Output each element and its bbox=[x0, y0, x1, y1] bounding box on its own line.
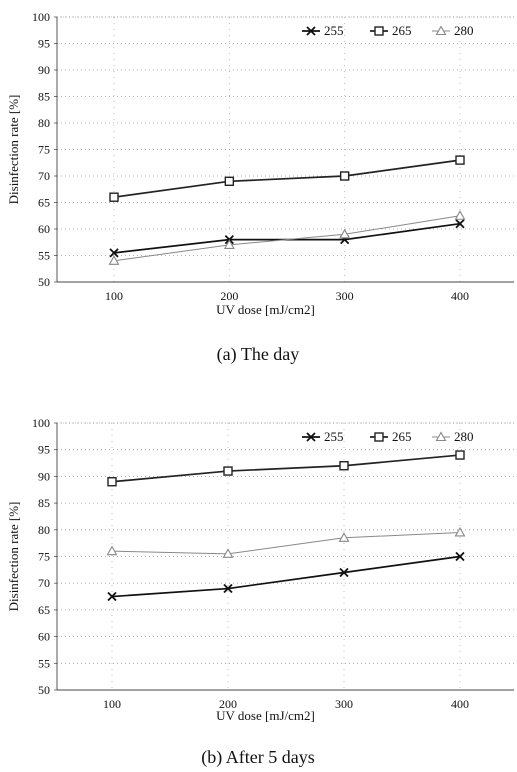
data-point-280 bbox=[454, 526, 466, 537]
y-tick-label: 80 bbox=[38, 523, 50, 537]
x-tick-label: 400 bbox=[451, 697, 469, 711]
data-point-280 bbox=[106, 545, 118, 556]
x-tick-label: 400 bbox=[451, 289, 469, 303]
data-point-280 bbox=[338, 532, 350, 542]
x-axis-label: UV dose [mJ/cm2] bbox=[216, 708, 315, 723]
data-point-255 bbox=[107, 591, 117, 602]
data-point-255 bbox=[223, 583, 233, 594]
series-line-255 bbox=[111, 555, 461, 598]
legend-label: 280 bbox=[454, 429, 474, 444]
data-point-255 bbox=[339, 567, 349, 578]
x-tick-label: 100 bbox=[103, 697, 121, 711]
legend-label: 265 bbox=[392, 429, 412, 444]
data-point-280 bbox=[108, 255, 120, 265]
y-tick-label: 70 bbox=[38, 576, 50, 590]
x-tick-label: 300 bbox=[335, 697, 353, 711]
series-255 bbox=[107, 551, 465, 602]
series-line-280 bbox=[111, 531, 461, 555]
data-point-280 bbox=[339, 228, 351, 239]
y-tick-label: 80 bbox=[38, 116, 50, 130]
data-point-280 bbox=[223, 239, 235, 249]
y-tick-label: 50 bbox=[38, 683, 50, 697]
y-tick-label: 95 bbox=[38, 443, 50, 457]
y-tick-label: 75 bbox=[38, 550, 50, 564]
x-tick-label: 200 bbox=[219, 697, 237, 711]
chart-caption: (b) After 5 days bbox=[201, 747, 314, 768]
data-point-265 bbox=[339, 461, 349, 471]
legend-marker bbox=[374, 432, 384, 442]
data-point-265 bbox=[339, 171, 350, 181]
legend-marker bbox=[435, 25, 447, 36]
x-tick-label: 100 bbox=[105, 289, 123, 303]
series-line-280 bbox=[113, 215, 461, 262]
data-point-255 bbox=[109, 248, 119, 258]
data-point-265 bbox=[224, 176, 235, 187]
y-axis-label: Disinfection rate [%] bbox=[6, 502, 21, 612]
y-tick-label: 85 bbox=[38, 90, 50, 104]
legend-marker bbox=[306, 26, 316, 36]
chart-caption: (a) The day bbox=[217, 344, 300, 365]
legend-marker bbox=[435, 431, 447, 442]
x-tick-label: 300 bbox=[336, 289, 354, 303]
data-point-265 bbox=[455, 155, 465, 165]
series-280 bbox=[106, 526, 466, 558]
legend-label: 255 bbox=[324, 23, 344, 38]
data-point-265 bbox=[455, 450, 465, 460]
y-tick-label: 65 bbox=[38, 196, 50, 210]
series-line-265 bbox=[113, 159, 461, 199]
legend-label: 280 bbox=[454, 23, 474, 38]
legend-label: 265 bbox=[392, 23, 412, 38]
y-tick-label: 90 bbox=[38, 63, 50, 77]
data-point-265 bbox=[109, 192, 119, 202]
y-tick-label: 70 bbox=[38, 169, 50, 183]
y-axis-label: Disinfection rate [%] bbox=[6, 95, 21, 205]
data-point-280 bbox=[222, 548, 234, 558]
y-tick-label: 85 bbox=[38, 496, 50, 510]
series-280 bbox=[108, 210, 466, 265]
y-tick-label: 55 bbox=[38, 249, 50, 263]
y-tick-label: 60 bbox=[38, 222, 50, 236]
data-point-255 bbox=[455, 551, 465, 562]
legend-item-265: 265 bbox=[370, 429, 412, 444]
y-tick-label: 100 bbox=[32, 10, 50, 24]
data-point-255 bbox=[455, 219, 465, 229]
y-tick-label: 90 bbox=[38, 469, 50, 483]
series-265 bbox=[109, 155, 465, 202]
data-point-265 bbox=[107, 477, 117, 487]
series-255 bbox=[109, 219, 465, 258]
legend-item-255: 255 bbox=[302, 429, 344, 444]
legend-marker bbox=[306, 432, 316, 442]
legend-item-255: 255 bbox=[302, 23, 344, 38]
legend-label: 255 bbox=[324, 429, 344, 444]
data-point-280 bbox=[454, 210, 466, 220]
y-tick-label: 95 bbox=[38, 37, 50, 51]
y-tick-label: 50 bbox=[38, 275, 50, 289]
x-tick-label: 200 bbox=[220, 289, 238, 303]
data-point-265 bbox=[223, 466, 233, 476]
x-axis-label: UV dose [mJ/cm2] bbox=[216, 302, 315, 317]
legend-item-280: 280 bbox=[432, 429, 474, 444]
chart-a: 50 55 60 65 70 75 80 85 90 95 100 100 200 300 400 UV do… bbox=[6, 10, 514, 365]
chart-b: 50 55 60 65 70 75 80 85 90 95 100 100 200 300 400 UV do… bbox=[6, 416, 514, 768]
series-265 bbox=[107, 450, 465, 487]
y-tick-label: 100 bbox=[32, 416, 50, 430]
series-line-265 bbox=[111, 454, 461, 483]
y-tick-label: 55 bbox=[38, 656, 50, 670]
series-line-255 bbox=[113, 222, 461, 254]
legend-item-265: 265 bbox=[370, 23, 412, 38]
legend-item-280: 280 bbox=[432, 23, 474, 38]
y-tick-label: 75 bbox=[38, 143, 50, 157]
legend-marker bbox=[374, 26, 384, 36]
y-tick-label: 60 bbox=[38, 630, 50, 644]
y-tick-label: 65 bbox=[38, 603, 50, 617]
